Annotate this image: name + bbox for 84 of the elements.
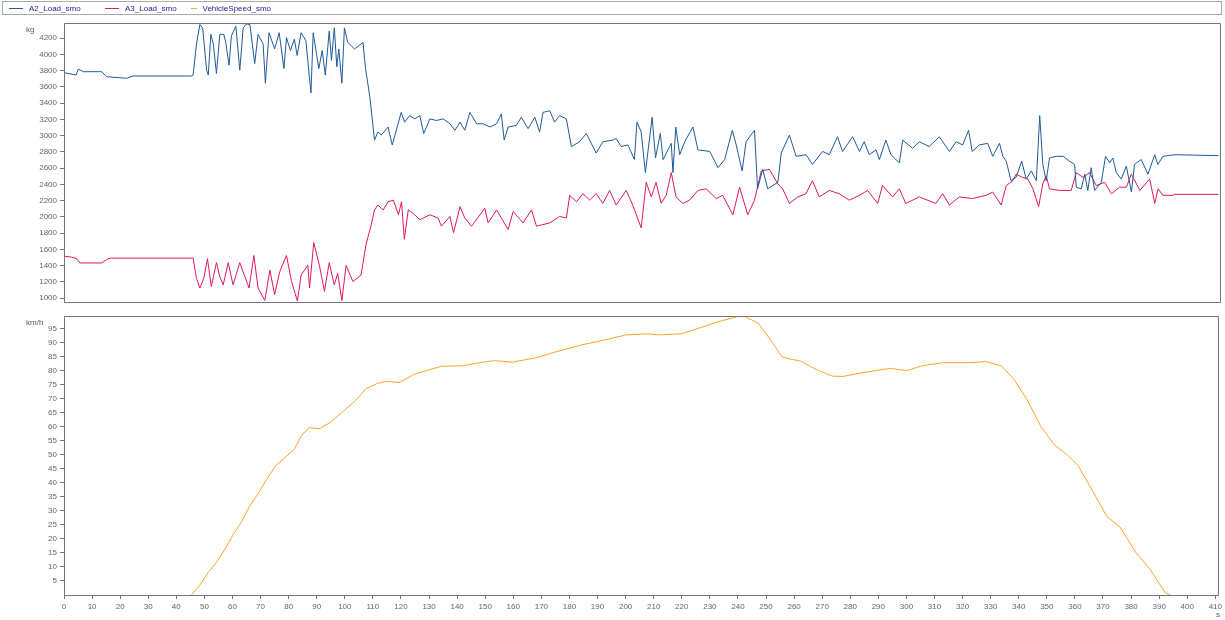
y-tick-label: 75 <box>48 379 58 389</box>
x-tick-label: 380 <box>1124 602 1139 611</box>
x-tick-label: 360 <box>1068 602 1083 611</box>
y-tick-label: 4000 <box>39 49 58 59</box>
y-tick-label: 1800 <box>39 228 58 238</box>
x-tick-label: 130 <box>422 602 437 611</box>
y-tick-label: 5 <box>52 576 58 586</box>
y-axis-title: kg <box>26 25 35 34</box>
y-tick-label: 3400 <box>39 98 58 108</box>
legend-label: A2_Load_smo <box>29 3 81 13</box>
x-tick-label: 310 <box>927 602 942 611</box>
x-tick-label: 390 <box>1152 602 1167 611</box>
x-tick-label: 250 <box>759 602 774 611</box>
y-tick-label: 10 <box>48 562 58 572</box>
x-tick-label: 10 <box>87 602 98 611</box>
x-tick-label: 40 <box>171 602 182 611</box>
x-tick-label: 90 <box>312 602 322 611</box>
x-tick-label: 230 <box>703 602 718 611</box>
x-tick-label: 160 <box>506 602 521 611</box>
y-tick-label: 65 <box>48 407 58 417</box>
y-axis-title: km/h <box>26 318 44 327</box>
y-tick-label: 2800 <box>39 147 58 157</box>
x-tick-label: 50 <box>199 602 210 611</box>
y-tick-label: 2000 <box>39 212 58 222</box>
x-tick-label: 200 <box>618 602 633 611</box>
x-tick-label: 240 <box>731 602 746 611</box>
y-tick-label: 2600 <box>39 163 58 173</box>
y-tick-label: 1200 <box>39 277 58 287</box>
x-tick-label: 80 <box>284 602 294 611</box>
y-tick-label: 35 <box>48 491 58 501</box>
y-tick-label: 2400 <box>39 179 58 189</box>
x-tick-label: 20 <box>115 602 126 611</box>
x-tick-label: 340 <box>1012 602 1026 611</box>
x-tick-label: 280 <box>843 602 858 611</box>
x-tick-label: 60 <box>228 602 238 611</box>
x-tick-label: 320 <box>955 602 970 611</box>
y-tick-label: 2200 <box>39 195 58 205</box>
x-tick-label: 370 <box>1096 602 1111 611</box>
y-tick-label: 1400 <box>39 260 58 270</box>
y-tick-label: 95 <box>48 323 58 333</box>
x-tick-label: 30 <box>143 602 154 611</box>
y-tick-label: 30 <box>48 506 58 516</box>
x-tick-label: 400 <box>1180 602 1195 611</box>
x-tick-label: 220 <box>675 602 689 611</box>
x-tick-label: 120 <box>394 602 409 611</box>
y-tick-label: 55 <box>48 435 58 445</box>
y-tick-label: 3600 <box>39 82 58 92</box>
y-tick-label: 45 <box>48 463 58 473</box>
x-tick-label: 290 <box>871 602 886 611</box>
y-tick-label: 4200 <box>39 33 58 43</box>
y-tick-label: 3200 <box>39 114 58 124</box>
x-tick-label: 190 <box>590 602 605 611</box>
x-tick-label: 330 <box>983 602 998 611</box>
y-tick-label: 15 <box>48 548 58 558</box>
legend-label: VehicleSpeed_smo <box>202 3 271 13</box>
x-tick-label: 100 <box>338 602 353 611</box>
y-tick-label: 20 <box>48 534 58 544</box>
y-tick-label: 70 <box>48 393 58 403</box>
y-tick-label: 3000 <box>39 130 58 140</box>
x-tick-label: 0 <box>61 602 67 611</box>
x-axis-title: s <box>1216 610 1221 620</box>
x-tick-label: 180 <box>562 602 577 611</box>
x-tick-label: 260 <box>787 602 802 611</box>
x-tick-label: 350 <box>1040 602 1055 611</box>
x-tick-label: 300 <box>899 602 914 611</box>
y-tick-label: 90 <box>48 337 58 347</box>
x-tick-label: 210 <box>647 602 661 611</box>
x-tick-label: 270 <box>815 602 830 611</box>
y-tick-label: 80 <box>48 365 58 375</box>
y-tick-label: 3800 <box>39 65 58 75</box>
y-tick-label: 40 <box>48 477 58 487</box>
y-tick-label: 60 <box>48 421 58 431</box>
x-tick-label: 170 <box>534 602 549 611</box>
y-tick-label: 50 <box>48 449 58 459</box>
y-tick-label: 1600 <box>39 244 58 254</box>
x-tick-label: 70 <box>256 602 266 611</box>
x-tick-label: 150 <box>478 602 493 611</box>
x-tick-label: 410 <box>1208 602 1223 611</box>
x-tick-label: 140 <box>450 602 465 611</box>
y-tick-label: 1000 <box>39 293 58 303</box>
y-tick-label: 85 <box>48 351 58 361</box>
y-tick-label: 25 <box>48 520 58 530</box>
x-tick-label: 110 <box>366 602 380 611</box>
legend-label: A3_Load_smo <box>125 3 177 13</box>
